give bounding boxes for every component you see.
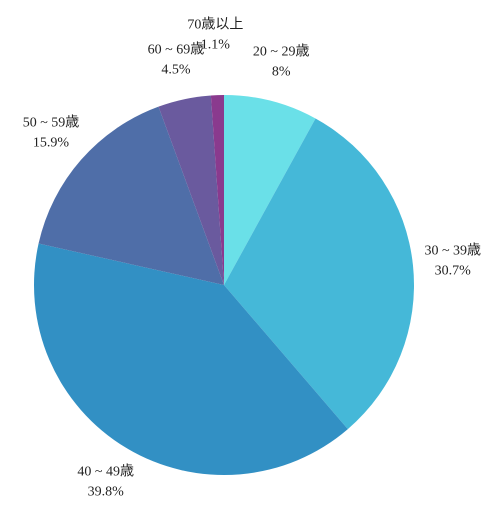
value-label: 1.1% (201, 37, 231, 52)
value-label: 39.8% (88, 484, 125, 499)
pie-slice (224, 95, 316, 285)
value-label: 8% (272, 64, 291, 79)
pie-slice (158, 95, 224, 286)
value-label: 4.5% (161, 62, 191, 77)
slice-label: 50 ~ 59歳 (23, 115, 80, 131)
pie-slice (33, 243, 348, 475)
slice-label: 30 ~ 39歳 (424, 242, 481, 258)
slice-label: 40 ~ 49歳 (77, 463, 134, 479)
slice-label: 70歳以上 (187, 16, 243, 32)
value-label: 15.9% (33, 136, 70, 151)
slice-label: 60 ~ 69歳 (148, 41, 205, 57)
slice-label: 20 ~ 29歳 (253, 43, 310, 59)
value-label: 30.7% (435, 263, 472, 278)
pie-slice (224, 118, 415, 430)
pie-slice (210, 95, 224, 285)
pie-slice (38, 106, 224, 285)
